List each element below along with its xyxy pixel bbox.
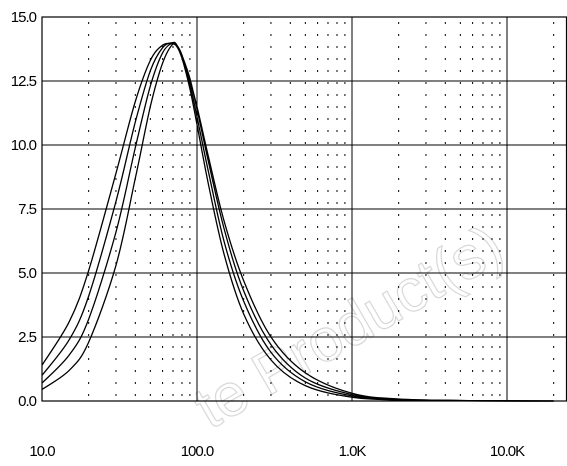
- y-tick-label: 7.5: [18, 201, 37, 218]
- x-tick-label: 100.0: [181, 443, 214, 460]
- y-tick-label: 0.0: [18, 393, 37, 410]
- major-grid: [41, 16, 567, 402]
- y-tick-label: 2.5: [18, 329, 37, 346]
- x-tick-label: 1.0K: [339, 443, 367, 460]
- x-tick-label: 10.0K: [490, 443, 525, 460]
- y-tick-label: 5.0: [18, 265, 37, 282]
- x-tick-labels: 10.0 100.0 1.0K 10.0K: [29, 443, 526, 460]
- y-tick-label: 10.0: [11, 137, 37, 154]
- series-line-4: [41, 42, 554, 402]
- y-tick-labels: 0.0 2.5 5.0 7.5 10.0 12.5 15.0: [11, 9, 38, 410]
- watermark-text: te Product(s): [183, 212, 514, 442]
- series-layer: [41, 41, 554, 402]
- y-tick-label: 12.5: [11, 73, 37, 90]
- y-tick-label: 15.0: [11, 9, 37, 26]
- x-tick-label: 10.0: [29, 443, 55, 460]
